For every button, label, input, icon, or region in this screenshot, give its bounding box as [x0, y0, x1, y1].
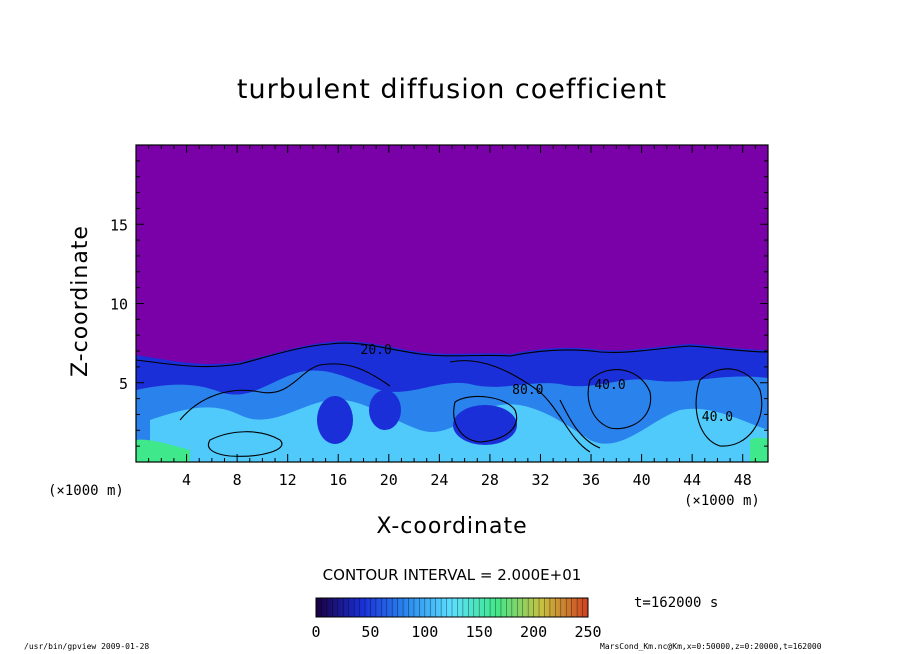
- x-tick-label: 32: [531, 471, 549, 489]
- colorbar-tick-label: 50: [361, 623, 379, 641]
- contour-label: 80.0: [512, 383, 543, 398]
- peak-zone-left: [136, 439, 190, 462]
- contour-interval-text: CONTOUR INTERVAL = 2.000E+01: [322, 566, 582, 584]
- colorbar-tick-label: 100: [411, 623, 438, 641]
- x-tick-label: 20: [380, 471, 398, 489]
- y-tick-label: 15: [110, 216, 128, 234]
- x-tick-label: 36: [582, 471, 600, 489]
- x-tick-label: 28: [481, 471, 499, 489]
- x-unit-left: (×1000 m): [48, 483, 124, 499]
- contour-label: 40.0: [702, 410, 733, 425]
- x-tick-label: 12: [279, 471, 297, 489]
- low-eddy-2: [317, 396, 353, 444]
- x-tick-label: 24: [430, 471, 448, 489]
- x-tick-label: 40: [633, 471, 651, 489]
- colorbar-stripes: [321, 598, 583, 617]
- low-eddy-3: [369, 390, 401, 430]
- footer-right: MarsCond_Km.nc@Km,x=0:50000,z=0:20000,t=…: [600, 642, 822, 651]
- low-eddy-1: [453, 405, 517, 445]
- contour-label: 20.0: [361, 343, 392, 358]
- colorbar-tick-label: 250: [574, 623, 601, 641]
- contour-lines: [136, 342, 768, 457]
- colorbar-tick-label: 150: [466, 623, 493, 641]
- x-tick-label: 44: [683, 471, 701, 489]
- colorbar-tick-label: 0: [311, 623, 320, 641]
- chart-title: turbulent diffusion coefficient: [236, 74, 668, 105]
- footer-left: /usr/bin/gpview 2009-01-28: [24, 642, 150, 651]
- y-tick-label: 5: [119, 375, 128, 393]
- y-axis-label: Z-coordinate: [68, 225, 93, 377]
- heatmap-field: 20.0 80.0 40.0 40.0: [136, 145, 768, 462]
- x-tick-label: 8: [233, 471, 242, 489]
- colorbar-ticks: 0 50 100 150 200 250: [311, 623, 601, 641]
- peak-zone-right: [750, 437, 768, 462]
- y-tick-label: 10: [110, 296, 128, 314]
- colorbar-tick-label: 200: [520, 623, 547, 641]
- time-stamp: t=162000 s: [634, 595, 719, 611]
- x-tick-label: 16: [329, 471, 347, 489]
- contour-label: 40.0: [594, 378, 625, 393]
- x-tick-label: 4: [182, 471, 191, 489]
- x-unit-right: (×1000 m): [684, 493, 760, 509]
- x-axis-label: X-coordinate: [376, 514, 528, 539]
- x-tick-label: 48: [734, 471, 752, 489]
- colorbar: [315, 597, 589, 618]
